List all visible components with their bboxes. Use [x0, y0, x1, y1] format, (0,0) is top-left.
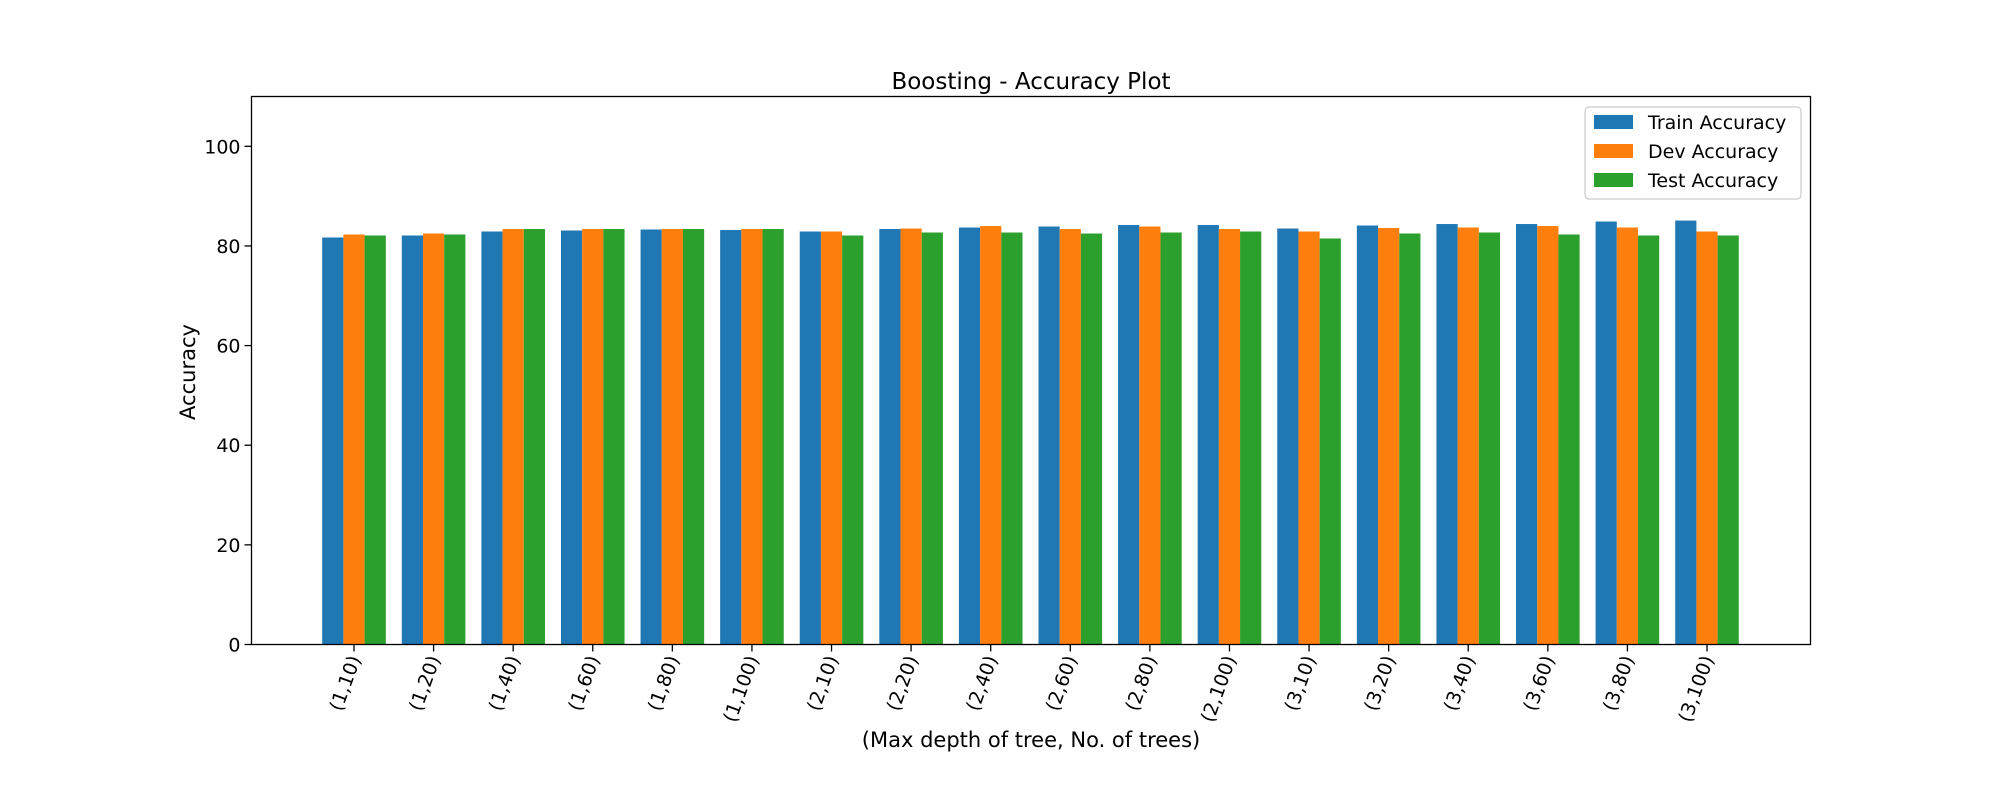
- bar-test-accuracy-14: [1399, 233, 1421, 645]
- y-tick-label: 80: [216, 236, 240, 258]
- x-tick-label: (2,10): [803, 653, 843, 714]
- x-tick-label: (3,10): [1281, 653, 1321, 714]
- bar-test-accuracy-10: [1080, 233, 1103, 645]
- bar-dev-accuracy-1: [343, 234, 365, 645]
- bar-train-accuracy-12: [1197, 225, 1219, 645]
- bar-dev-accuracy-14: [1378, 228, 1400, 645]
- x-tick-label: (2,20): [883, 653, 923, 714]
- bar-train-accuracy-2: [401, 235, 423, 645]
- bar-dev-accuracy-11: [1139, 226, 1161, 645]
- bar-test-accuracy-5: [682, 229, 705, 645]
- x-tick-label: (2,80): [1121, 653, 1161, 714]
- bar-train-accuracy-11: [1118, 225, 1140, 645]
- bar-dev-accuracy-5: [661, 229, 683, 645]
- bar-dev-accuracy-12: [1218, 229, 1241, 645]
- bar-test-accuracy-6: [762, 229, 784, 645]
- bar-train-accuracy-8: [879, 229, 901, 645]
- x-tick-label: (1,10): [325, 653, 365, 714]
- bar-train-accuracy-1: [322, 237, 344, 645]
- bar-dev-accuracy-16: [1537, 226, 1559, 645]
- bar-test-accuracy-8: [921, 232, 943, 645]
- legend-label: Train Accuracy: [1647, 112, 1786, 134]
- legend-swatch: [1594, 115, 1633, 129]
- y-axis-label: Accuracy: [176, 324, 200, 420]
- bar-train-accuracy-13: [1277, 228, 1299, 645]
- legend-swatch: [1594, 173, 1633, 187]
- bar-train-accuracy-16: [1516, 224, 1538, 645]
- x-tick-label: (3,20): [1360, 653, 1400, 714]
- bar-test-accuracy-3: [523, 229, 545, 645]
- bar-dev-accuracy-17: [1616, 227, 1639, 645]
- bar-train-accuracy-6: [720, 230, 742, 645]
- x-tick-label: (2,100): [1197, 653, 1241, 726]
- y-tick-label: 40: [216, 435, 240, 457]
- legend-frame: [1584, 106, 1802, 200]
- bar-test-accuracy-4: [603, 229, 625, 645]
- bar-dev-accuracy-2: [422, 233, 445, 645]
- bar-test-accuracy-16: [1558, 234, 1580, 645]
- legend-items: Train Accuracy Dev Accuracy Test Accuracy: [1594, 112, 1786, 192]
- bar-train-accuracy-17: [1595, 221, 1617, 645]
- bar-test-accuracy-17: [1638, 235, 1660, 645]
- x-tick-label: (3,80): [1599, 653, 1639, 714]
- bar-train-accuracy-10: [1038, 226, 1060, 645]
- bar-test-accuracy-15: [1478, 232, 1501, 645]
- y-axis: 0 20 40 60 80 100: [204, 136, 252, 657]
- bars-layer: [322, 220, 1739, 645]
- bar-train-accuracy-3: [481, 231, 503, 645]
- y-tick-label: 20: [216, 535, 240, 557]
- bar-test-accuracy-1: [364, 235, 386, 645]
- bar-train-accuracy-14: [1356, 225, 1379, 645]
- legend-label: Dev Accuracy: [1648, 141, 1778, 163]
- bar-train-accuracy-5: [640, 229, 662, 645]
- bar-dev-accuracy-4: [582, 229, 604, 645]
- bar-train-accuracy-7: [799, 231, 821, 645]
- x-tick-label: (1,100): [719, 653, 763, 726]
- x-tick-label: (1,40): [485, 653, 525, 714]
- bar-test-accuracy-11: [1160, 232, 1182, 645]
- x-tick-label: (2,60): [1042, 653, 1082, 714]
- x-tick-label: (2,40): [962, 653, 1002, 714]
- x-tick-label: (1,20): [405, 653, 445, 714]
- bar-test-accuracy-2: [444, 234, 466, 645]
- bar-dev-accuracy-3: [502, 229, 524, 645]
- x-axis-label: (Max depth of tree, No. of trees): [862, 728, 1200, 752]
- bar-dev-accuracy-8: [900, 228, 922, 645]
- bar-test-accuracy-12: [1240, 231, 1262, 645]
- x-tick-label: (1,60): [564, 653, 604, 714]
- bar-train-accuracy-15: [1436, 224, 1458, 645]
- bar-train-accuracy-9: [958, 227, 981, 645]
- legend: Train Accuracy Dev Accuracy Test Accuracy: [1584, 106, 1802, 200]
- bar-dev-accuracy-15: [1457, 227, 1479, 645]
- y-tick-label: 100: [204, 136, 240, 158]
- bar-dev-accuracy-18: [1696, 231, 1718, 645]
- x-tick-label: (3,60): [1519, 653, 1559, 714]
- y-tick-label: 60: [216, 336, 240, 358]
- x-tick-label: (3,40): [1440, 653, 1480, 714]
- bar-train-accuracy-4: [560, 230, 583, 645]
- bar-test-accuracy-13: [1319, 238, 1341, 645]
- legend-swatch: [1594, 144, 1633, 158]
- bar-dev-accuracy-7: [820, 231, 843, 645]
- legend-label: Test Accuracy: [1647, 170, 1778, 192]
- plot-area-frame: [250, 95, 1812, 646]
- x-tick-label: (1,80): [644, 653, 684, 714]
- bar-test-accuracy-9: [1001, 232, 1023, 645]
- bar-test-accuracy-7: [842, 235, 864, 645]
- bar-train-accuracy-18: [1675, 220, 1697, 645]
- chart-title: Boosting - Accuracy Plot: [891, 69, 1170, 95]
- bar-dev-accuracy-10: [1059, 229, 1081, 645]
- x-tick-label: (3,100): [1674, 653, 1718, 726]
- y-tick-label: 0: [228, 635, 240, 657]
- bar-dev-accuracy-6: [741, 229, 763, 645]
- bar-dev-accuracy-13: [1298, 231, 1320, 645]
- bar-dev-accuracy-9: [980, 226, 1002, 645]
- bar-test-accuracy-18: [1717, 235, 1739, 645]
- x-axis: (1,10) (1,20) (1,40) (1,60) (1,80) (1,100) (2,…: [325, 644, 1719, 726]
